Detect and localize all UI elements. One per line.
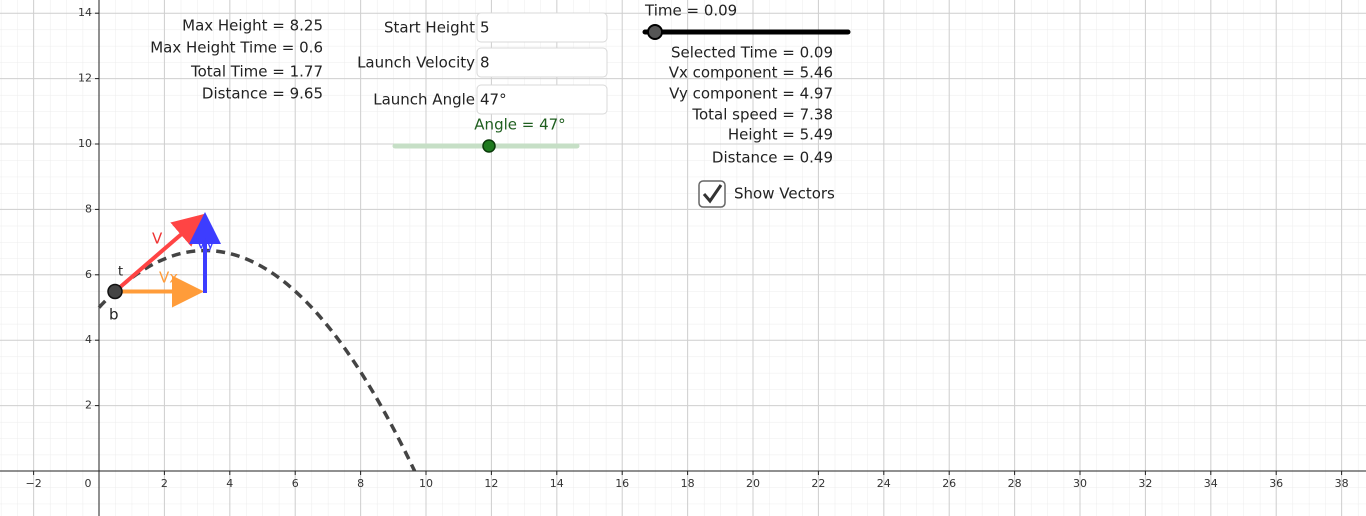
input-label: Launch Velocity [357, 54, 475, 72]
readout-panel: Selected Time = 0.09 Vx component = 5.46 V… [669, 44, 833, 167]
vector-vy-label: Vy [196, 235, 215, 253]
x-tick-label: 28 [1008, 477, 1022, 490]
time-slider-handle[interactable] [647, 24, 663, 40]
readout-text: Total speed = 7.38 [691, 106, 833, 124]
angle-slider-handle[interactable] [482, 139, 496, 153]
readout-text: Vx component = 5.46 [669, 64, 833, 82]
x-tick-label: 38 [1335, 477, 1349, 490]
point-b[interactable] [107, 283, 123, 300]
x-tick-label: 8 [357, 477, 364, 490]
x-tick-label: 26 [942, 477, 956, 490]
vector-vx-label: Vx [159, 269, 178, 287]
readout-text: Distance = 0.49 [712, 149, 833, 167]
input-value[interactable]: 5 [480, 19, 490, 37]
input-value[interactable]: 47° [480, 91, 507, 109]
stats-panel: Max Height = 8.25 Max Height Time = 0.6 To… [150, 17, 323, 103]
readout-text: Selected Time = 0.09 [671, 44, 833, 62]
y-tick-label: 4 [85, 333, 92, 346]
x-tick-label: −2 [25, 477, 41, 490]
input-label: Start Height [384, 19, 475, 37]
time-slider-label: Time = 0.09 [644, 2, 737, 20]
x-tick-label: 6 [292, 477, 299, 490]
x-tick-label: 24 [877, 477, 891, 490]
checkbox-label[interactable]: Show Vectors [734, 185, 835, 203]
stat-text: Distance = 9.65 [202, 85, 323, 103]
trajectory [97, 248, 417, 472]
point-t-label: t [118, 265, 123, 280]
readout-text: Vy component = 4.97 [669, 85, 833, 103]
y-tick-label: 14 [78, 6, 92, 19]
y-tick-label: 2 [85, 399, 92, 412]
y-tick-label: 6 [85, 268, 92, 281]
x-tick-label: 4 [226, 477, 233, 490]
input-box[interactable] [476, 12, 608, 43]
stat-text: Max Height = 8.25 [182, 17, 323, 35]
checkbox-check [702, 184, 723, 204]
tick-labels: −2 2 4 6 8 10 12 14 16 18 20 22 24 26 28 30 32 34 36 382468… [25, 6, 1348, 490]
y-tick-label: 8 [85, 202, 92, 215]
x-tick-label: 36 [1269, 477, 1283, 490]
vector-v [113, 213, 206, 294]
x-tick-label: 20 [746, 477, 760, 490]
readout-text: Height = 5.49 [728, 126, 833, 144]
x-tick-label: 32 [1138, 477, 1152, 490]
checkbox[interactable] [698, 180, 726, 208]
x-tick-label: 18 [681, 477, 695, 490]
vector-v-label: V [152, 230, 163, 248]
stat-text: Max Height Time = 0.6 [150, 39, 323, 57]
input-value[interactable]: 8 [480, 54, 490, 72]
x-tick-label: 2 [161, 477, 168, 490]
x-tick-label: 14 [550, 477, 564, 490]
x-tick-label: 12 [484, 477, 498, 490]
point-b-label: b [109, 306, 119, 324]
input-label: Launch Angle [373, 91, 475, 109]
x-tick-label: 34 [1204, 477, 1218, 490]
x-tick-label: 30 [1073, 477, 1087, 490]
x-tick-label: 22 [811, 477, 825, 490]
input-panel: Start Height 5 Launch Velocity 8 Launch Angl… [357, 12, 608, 115]
input-box[interactable] [476, 47, 608, 78]
x-tick-label: 10 [419, 477, 433, 490]
input-box[interactable] [476, 84, 608, 115]
y-tick-label: 10 [78, 137, 92, 150]
stat-text: Total Time = 1.77 [190, 63, 323, 81]
origin-label: 0 [85, 477, 92, 490]
angle-slider-label: Angle = 47° [474, 116, 565, 134]
x-tick-label: 16 [615, 477, 629, 490]
y-tick-label: 12 [78, 72, 92, 85]
